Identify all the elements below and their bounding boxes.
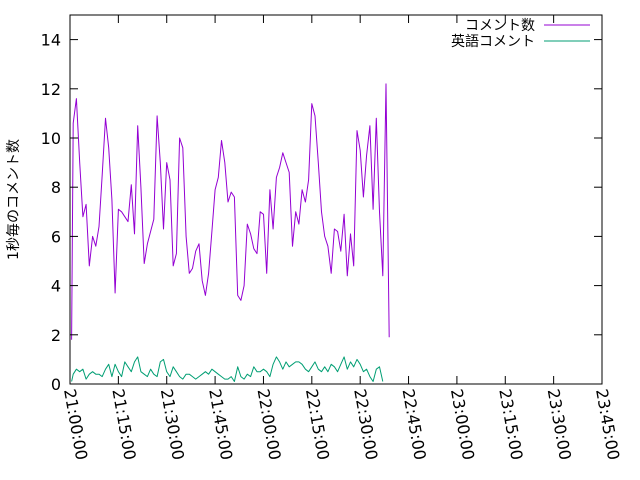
x-tick-label: 21:30:00	[157, 387, 188, 461]
x-tick-label: 23:45:00	[592, 387, 623, 461]
series-line	[71, 356, 384, 382]
series-layer	[71, 83, 390, 382]
legend-label: 英語コメント	[451, 33, 535, 50]
y-tick-label: 12	[41, 80, 61, 99]
x-tick-label: 21:15:00	[108, 387, 139, 461]
plot-frame	[69, 14, 603, 385]
y-tick-label: 10	[41, 129, 61, 148]
x-tick-label: 22:15:00	[302, 387, 333, 461]
x-tick-label: 23:15:00	[495, 387, 526, 461]
y-tick-label: 8	[51, 178, 61, 197]
y-axis: 0 2 4 6 8 10 12 14	[41, 31, 602, 394]
x-tick-label: 22:00:00	[254, 387, 285, 461]
x-tick-label: 21:00:00	[60, 387, 91, 461]
x-tick-label: 23:00:00	[447, 387, 478, 461]
x-tick-label: 23:30:00	[544, 387, 575, 461]
y-tick-label: 6	[51, 227, 61, 246]
y-tick-label: 0	[51, 375, 61, 394]
x-tick-label: 22:30:00	[350, 387, 381, 461]
legend-label: コメント数	[465, 18, 535, 34]
y-tick-label: 2	[51, 326, 61, 345]
y-axis-title: 1秒毎のコメント数	[6, 139, 22, 260]
x-tick-label: 21:45:00	[205, 387, 236, 461]
series-line	[71, 83, 390, 340]
x-tick-label: 22:45:00	[399, 387, 430, 461]
y-tick-label: 4	[51, 277, 61, 296]
y-tick-label: 14	[41, 31, 61, 50]
